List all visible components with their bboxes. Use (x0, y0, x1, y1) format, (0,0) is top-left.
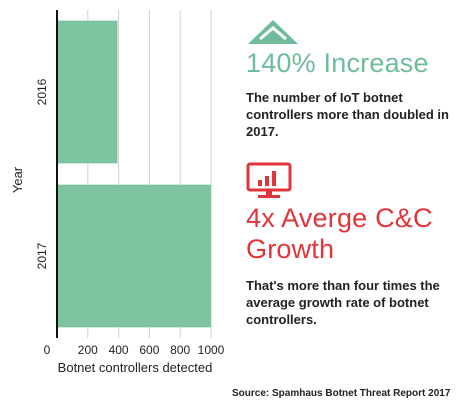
bar-2016 (57, 20, 118, 164)
x-tick-label: 1000 (198, 343, 225, 357)
tick-labels: 0 200 400 600 800 1000 2016 2017 (35, 78, 225, 357)
increase-description: The number of IoT botnet controllers mor… (246, 90, 449, 139)
growth-description: That's more than four times the average … (246, 278, 440, 327)
x-tick-label: 400 (109, 343, 129, 357)
bar-2017 (57, 184, 211, 328)
up-triangle-icon (248, 20, 298, 44)
bar-chart: 0 200 400 600 800 1000 2016 2017 Botnet control… (10, 10, 225, 375)
bars (57, 20, 211, 328)
x-tick-label: 0 (44, 343, 51, 357)
x-axis-title: Botnet controllers detected (58, 360, 213, 375)
x-tick-label: 800 (170, 343, 190, 357)
source-credit: Source: Spamhaus Botnet Threat Report 20… (232, 388, 451, 399)
monitor-chart-icon (246, 162, 292, 198)
y-tick-label-2017: 2017 (35, 242, 49, 269)
x-tick-label: 600 (139, 343, 159, 357)
y-tick-label-2016: 2016 (35, 78, 49, 105)
x-tick-label: 200 (78, 343, 98, 357)
growth-headline: 4x Averge C&C Growth (246, 203, 433, 264)
increase-headline: 140% Increase (246, 48, 429, 78)
y-axis-title: Year (10, 166, 25, 193)
